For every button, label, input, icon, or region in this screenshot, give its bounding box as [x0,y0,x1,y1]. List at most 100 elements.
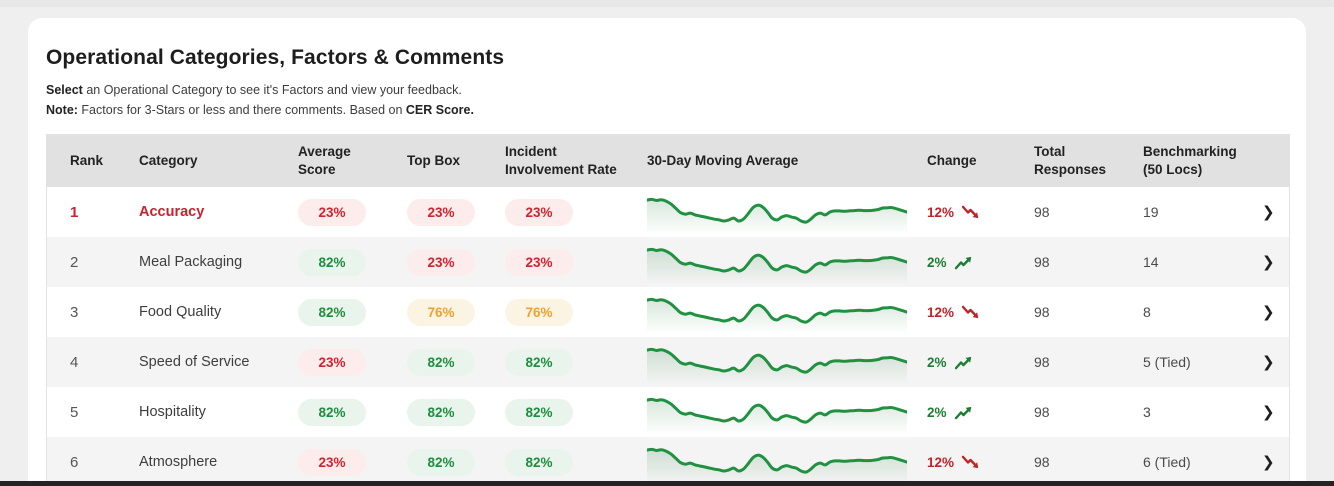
change-value: 2% [927,404,947,420]
benchmarking-cell: 14 [1143,254,1159,270]
avg-score-cell: 82% [298,248,407,276]
rank-cell: 2 [70,253,79,271]
table-row[interactable]: 1 Accuracy 23% 23% 23% 12% 98 19 ❯ [47,187,1289,237]
top-box-cell: 82% [407,398,505,426]
top-strip [0,0,1334,7]
top-box-cell: 82% [407,348,505,376]
table-header-row: Rank Category Average Score Top Box Incident… [47,135,1289,187]
total-responses-cell: 98 [1034,204,1050,220]
change-cell: 2% [927,255,1034,270]
sparkline-chart [647,297,907,334]
benchmarking-cell: 5 (Tied) [1143,354,1191,370]
avg-score-cell: 23% [298,348,407,376]
total-responses-cell: 98 [1034,454,1050,470]
rank-cell: 5 [70,403,79,421]
page-title: Operational Categories, Factors & Commen… [46,46,505,69]
table-row[interactable]: 6 Atmosphere 23% 82% 82% 12% 98 6 (Tied) ❯ [47,437,1289,486]
avg-score-pill: 82% [298,248,366,276]
subtitle: Select an Operational Category to see it… [46,82,1290,98]
category-cell: Accuracy [139,204,205,220]
category-cell: Food Quality [139,304,222,320]
incident-rate-pill: 76% [505,298,573,326]
rank-cell: 6 [70,453,79,471]
table-row[interactable]: 3 Food Quality 82% 76% 76% 12% 98 8 ❯ [47,287,1289,337]
bottom-window-edge [0,481,1334,486]
column-header-total_responses: Total Responses [1034,144,1107,177]
change-cell: 12% [927,305,1034,320]
moving-average-cell [647,190,927,234]
column-header-incident_rate: Incident Involvement Rate [505,144,617,177]
top-box-pill: 82% [407,398,475,426]
top-box-cell: 82% [407,448,505,476]
sparkline-chart [647,247,907,284]
incident-rate-cell: 23% [505,198,647,226]
note-bold-cer: CER Score. [405,103,474,117]
category-cell: Hospitality [139,404,206,420]
table-row[interactable]: 4 Speed of Service 23% 82% 82% 2% 98 5 (Tied) ❯ [47,337,1289,387]
change-cell: 12% [927,455,1034,470]
incident-rate-pill: 82% [505,398,573,426]
chevron-right-icon[interactable]: ❯ [1262,204,1275,221]
trend-down-icon [961,305,979,318]
category-cell: Speed of Service [139,354,250,370]
benchmarking-cell: 8 [1143,304,1151,320]
top-box-pill: 23% [407,248,475,276]
change-value: 12% [927,454,955,470]
subtitle-text: an Operational Category to see it's Fact… [82,83,462,97]
incident-rate-pill: 82% [505,348,573,376]
avg-score-pill: 82% [298,398,366,426]
column-header-avg_score: Average Score [298,144,351,177]
rank-cell: 3 [70,303,79,321]
moving-average-cell [647,440,927,484]
change-value: 12% [927,204,955,220]
change-value: 2% [927,254,947,270]
top-box-pill: 82% [407,448,475,476]
column-header-change: Change [927,153,977,169]
chevron-right-icon[interactable]: ❯ [1262,454,1275,471]
avg-score-cell: 23% [298,198,407,226]
total-responses-cell: 98 [1034,254,1050,270]
incident-rate-cell: 82% [505,448,647,476]
change-cell: 2% [927,405,1034,420]
top-box-pill: 76% [407,298,475,326]
top-box-cell: 23% [407,198,505,226]
chevron-right-icon[interactable]: ❯ [1262,354,1275,371]
incident-rate-pill: 23% [505,248,573,276]
incident-rate-cell: 23% [505,248,647,276]
total-responses-cell: 98 [1034,354,1050,370]
moving-average-cell [647,390,927,434]
column-header-category: Category [139,153,198,169]
avg-score-pill: 82% [298,298,366,326]
column-header-moving_avg: 30-Day Moving Average [647,153,799,169]
category-cell: Meal Packaging [139,254,243,270]
chevron-right-icon[interactable]: ❯ [1262,404,1275,421]
category-cell: Atmosphere [139,454,218,470]
benchmarking-cell: 19 [1143,204,1159,220]
sparkline-chart [647,347,907,384]
note-bold: Note: [46,103,78,117]
benchmarking-cell: 3 [1143,404,1151,420]
trend-down-icon [961,455,979,468]
incident-rate-cell: 76% [505,298,647,326]
column-header-benchmarking: Benchmarking (50 Locs) [1143,144,1237,177]
sparkline-chart [647,447,907,484]
rank-cell: 4 [70,353,79,371]
note-text: Factors for 3-Stars or less and there co… [77,103,406,117]
top-box-cell: 23% [407,248,505,276]
avg-score-pill: 23% [298,448,366,476]
page-card: Operational Categories, Factors & Commen… [28,18,1306,486]
incident-rate-pill: 82% [505,448,573,476]
moving-average-cell [647,240,927,284]
avg-score-pill: 23% [298,198,366,226]
chevron-right-icon[interactable]: ❯ [1262,254,1275,271]
trend-up-icon [954,356,971,369]
table-row[interactable]: 5 Hospitality 82% 82% 82% 2% 98 3 ❯ [47,387,1289,437]
column-header-top_box: Top Box [407,153,460,169]
table-row[interactable]: 2 Meal Packaging 82% 23% 23% 2% 98 14 ❯ [47,237,1289,287]
change-value: 12% [927,304,955,320]
trend-up-icon [954,256,971,269]
avg-score-cell: 82% [298,298,407,326]
column-header-rank: Rank [70,153,104,169]
chevron-right-icon[interactable]: ❯ [1262,304,1275,321]
incident-rate-cell: 82% [505,348,647,376]
